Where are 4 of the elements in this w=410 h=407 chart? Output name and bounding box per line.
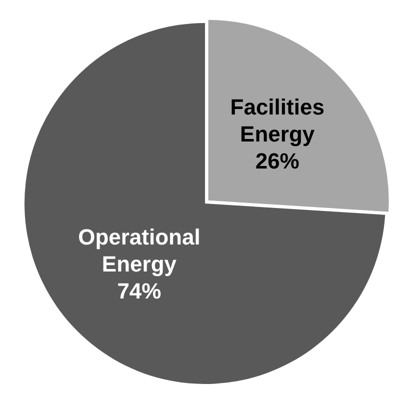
slice-label: Operational Energy — [78, 224, 200, 276]
data-label: 74% — [117, 278, 162, 304]
slice-label: Facilities Energy — [230, 94, 324, 147]
data-label: 26% — [255, 148, 300, 174]
